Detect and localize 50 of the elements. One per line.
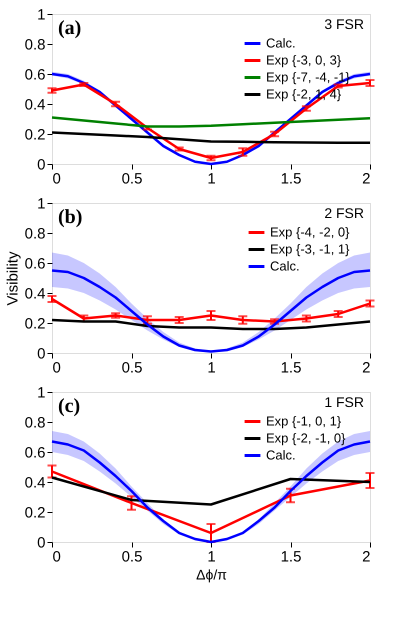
y-tick-label: 0.6: [24, 444, 46, 462]
legend-label: Exp {-3, 0, 3}: [266, 52, 342, 68]
y-tick-label: 1: [37, 196, 46, 212]
x-tick-label: 0.5: [122, 548, 142, 566]
y-tick-label: 0.6: [24, 66, 46, 84]
annotation: 3 FSR: [324, 16, 364, 32]
legend-label: Exp {-2, 1, 4}: [266, 86, 342, 102]
x-tick-label: 0.5: [122, 360, 142, 376]
legend-label: Calc.: [270, 258, 300, 274]
x-tick-label: 2: [362, 548, 370, 566]
legend-label: Exp {-3, -1, 1}: [270, 242, 350, 256]
legend-label: Calc.: [266, 36, 296, 50]
x-tick-label: 1.5: [280, 360, 302, 376]
legend-label: Calc.: [266, 448, 296, 462]
x-tick-label: 0: [52, 360, 61, 376]
annotation: (a): [58, 17, 82, 39]
x-tick-label: 2: [362, 360, 370, 376]
y-tick-label: 0.4: [24, 286, 46, 302]
y-tick-label: 0.2: [24, 126, 46, 144]
legend-label: Exp {-4, -2, 0}: [270, 224, 350, 240]
annotation: 2 FSR: [324, 205, 364, 221]
x-tick-label: 2: [362, 170, 370, 188]
y-tick-label: 0.8: [24, 226, 46, 242]
x-tick-label: 1: [207, 548, 216, 566]
x-tick-label: 0: [52, 548, 61, 566]
y-tick-label: 0: [37, 156, 46, 174]
y-tick-label: 0.8: [24, 414, 46, 432]
y-tick-label: 0.2: [24, 316, 46, 332]
y-tick-label: 1: [37, 6, 46, 24]
annotation: (c): [58, 395, 80, 417]
annotation: (b): [58, 206, 82, 228]
y-tick-label: 0.4: [24, 474, 46, 492]
legend-label: Exp {-2, -1, 0}: [266, 430, 346, 446]
y-tick-label: 0: [37, 534, 46, 552]
legend-label: Exp {-1, 0, 1}: [266, 414, 342, 428]
x-tick-label: 1.5: [280, 548, 302, 566]
annotation: 1 FSR: [324, 394, 364, 410]
x-tick-label: 1.5: [280, 170, 302, 188]
y-tick-label: 0.6: [24, 256, 46, 272]
y-tick-label: 0.8: [24, 36, 46, 54]
y-tick-label: 1: [37, 384, 46, 402]
x-tick-label: 1: [207, 170, 216, 188]
y-axis-title: Visibility: [4, 251, 22, 306]
x-tick-label: 0.5: [122, 170, 142, 188]
x-tick-label: 0: [52, 170, 61, 188]
y-tick-label: 0.4: [24, 96, 46, 114]
x-tick-label: 1: [207, 360, 216, 376]
y-tick-label: 0: [37, 346, 46, 362]
y-tick-label: 0.2: [24, 504, 46, 522]
x-axis-title: Δϕ/π: [196, 566, 228, 582]
